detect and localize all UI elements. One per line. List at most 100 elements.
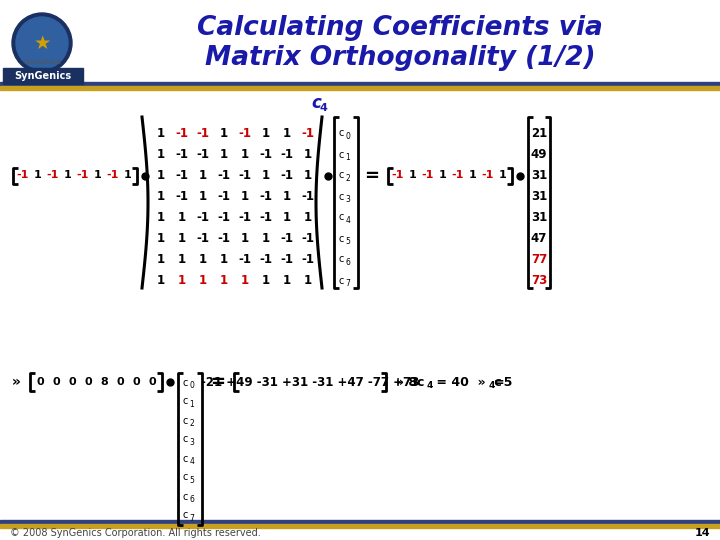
Text: 1: 1: [34, 171, 41, 180]
Text: -1: -1: [196, 211, 209, 224]
Text: 47: 47: [531, 232, 547, 245]
Text: 1: 1: [94, 171, 102, 180]
Text: 0: 0: [68, 377, 76, 387]
Text: 1: 1: [156, 148, 165, 161]
Text: -1: -1: [196, 232, 209, 245]
Text: -21 +49 -31 +31 -31 +47 -77 +73: -21 +49 -31 +31 -31 +47 -77 +73: [201, 375, 419, 388]
Text: 1: 1: [156, 169, 165, 182]
Text: 1: 1: [220, 274, 228, 287]
Text: 4: 4: [427, 381, 433, 390]
Text: 1: 1: [156, 253, 165, 266]
Text: c: c: [338, 129, 343, 138]
Text: 1: 1: [177, 211, 186, 224]
Text: 1: 1: [63, 171, 71, 180]
Text: 1: 1: [282, 274, 291, 287]
Text: 4: 4: [319, 103, 327, 113]
Text: 6: 6: [189, 495, 194, 504]
Text: 0: 0: [189, 381, 194, 390]
Text: 1: 1: [199, 169, 207, 182]
Text: 14: 14: [694, 528, 710, 538]
Text: -1: -1: [217, 169, 230, 182]
Text: = 40  »  c: = 40 » c: [432, 375, 502, 388]
Text: 1: 1: [346, 153, 351, 162]
Text: -1: -1: [217, 232, 230, 245]
Text: =: =: [210, 373, 225, 391]
Text: -1: -1: [421, 171, 433, 180]
Text: c: c: [182, 435, 188, 444]
Text: 1: 1: [240, 274, 248, 287]
Text: =5: =5: [494, 375, 513, 388]
Text: 2: 2: [346, 174, 351, 183]
Text: 1: 1: [303, 211, 312, 224]
Text: -1: -1: [481, 171, 494, 180]
Text: 6: 6: [346, 258, 351, 267]
Text: 1: 1: [261, 274, 269, 287]
Text: 1: 1: [220, 253, 228, 266]
Text: -1: -1: [175, 169, 188, 182]
Text: 1: 1: [199, 190, 207, 203]
Text: 1: 1: [156, 190, 165, 203]
Text: 1: 1: [303, 169, 312, 182]
Text: 1: 1: [438, 171, 446, 180]
Text: c: c: [182, 396, 188, 407]
Text: -1: -1: [196, 127, 209, 140]
Bar: [0, 520, 720, 524]
Text: 1: 1: [156, 127, 165, 140]
Bar: [0, 524, 720, 528]
Text: 0: 0: [36, 377, 44, 387]
Text: -1: -1: [259, 253, 272, 266]
Text: c: c: [182, 510, 188, 521]
Text: 0: 0: [148, 377, 156, 387]
Text: Consultant: Consultant: [24, 59, 62, 65]
Text: 0: 0: [132, 377, 140, 387]
Bar: [0, 90, 720, 525]
Text: -1: -1: [280, 253, 293, 266]
Text: 1: 1: [156, 211, 165, 224]
Text: 31: 31: [531, 169, 547, 182]
Text: 1: 1: [261, 127, 269, 140]
Text: -1: -1: [280, 232, 293, 245]
Text: 4: 4: [489, 381, 495, 390]
Text: -1: -1: [76, 171, 89, 180]
Text: 1: 1: [220, 148, 228, 161]
Text: © 2008 SynGenics Corporation. All rights reserved.: © 2008 SynGenics Corporation. All rights…: [10, 528, 261, 538]
Text: c: c: [182, 377, 188, 388]
Text: 1: 1: [156, 232, 165, 245]
Text: 1: 1: [156, 274, 165, 287]
Text: -1: -1: [301, 253, 314, 266]
Text: 1: 1: [189, 400, 194, 409]
Text: -1: -1: [238, 169, 251, 182]
Text: 77: 77: [531, 253, 547, 266]
Text: -1: -1: [280, 169, 293, 182]
Text: -1: -1: [259, 148, 272, 161]
Bar: [3, 68, 83, 84]
Text: 4: 4: [189, 457, 194, 466]
Text: c: c: [182, 491, 188, 502]
Text: c: c: [182, 454, 188, 463]
Text: -1: -1: [217, 211, 230, 224]
Text: 1: 1: [124, 171, 131, 180]
Text: -1: -1: [175, 127, 188, 140]
Text: 0: 0: [52, 377, 60, 387]
Bar: [0, 86, 720, 90]
Text: -1: -1: [391, 171, 404, 180]
Text: -1: -1: [280, 148, 293, 161]
Text: ★: ★: [33, 33, 50, 52]
Text: 5: 5: [189, 476, 194, 485]
Text: -1: -1: [259, 211, 272, 224]
Text: » 8c: » 8c: [396, 375, 424, 388]
Text: 1: 1: [177, 274, 186, 287]
Bar: [0, 0, 720, 85]
Text: c: c: [311, 94, 321, 112]
Text: c: c: [338, 213, 343, 222]
Text: 31: 31: [531, 211, 547, 224]
Text: 31: 31: [531, 190, 547, 203]
Text: 1: 1: [303, 148, 312, 161]
Text: c: c: [338, 254, 343, 265]
Text: -1: -1: [259, 190, 272, 203]
Text: -1: -1: [301, 127, 314, 140]
Text: -1: -1: [175, 148, 188, 161]
Text: 1: 1: [240, 148, 248, 161]
Text: 5: 5: [346, 237, 351, 246]
Text: 1: 1: [240, 232, 248, 245]
